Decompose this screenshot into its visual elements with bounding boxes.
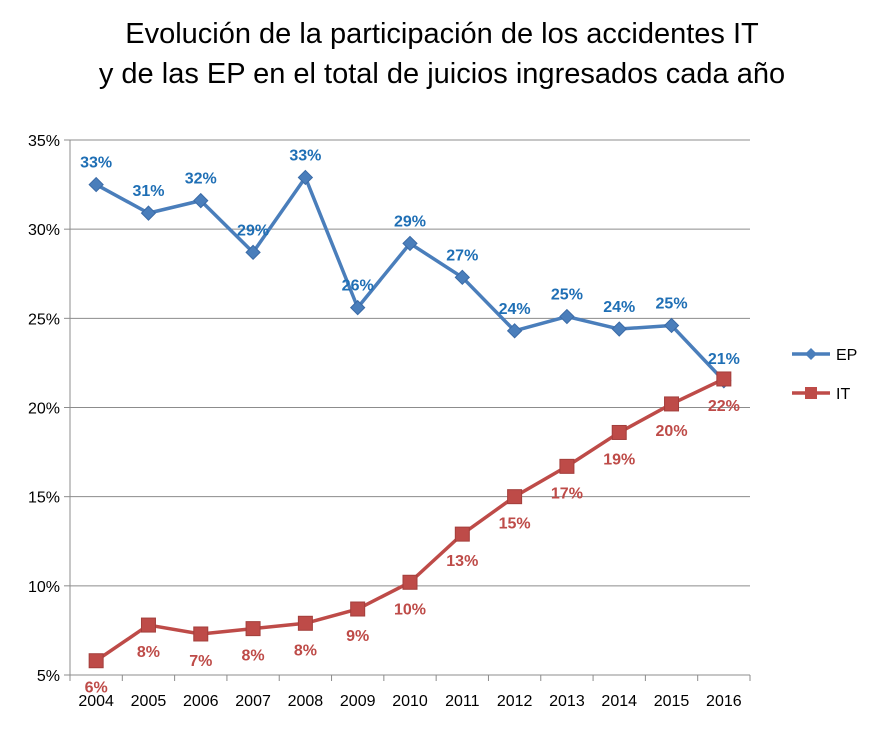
point-it-2005 xyxy=(140,617,156,633)
data-label-it-2014: 19% xyxy=(603,451,635,468)
point-ep-2010 xyxy=(402,235,418,252)
data-label-it-2004: 6% xyxy=(85,680,108,697)
point-it-2012 xyxy=(507,489,523,505)
series xyxy=(88,169,732,669)
data-label-ep-2008: 33% xyxy=(289,147,321,164)
point-ep-2013 xyxy=(559,308,575,325)
legend-label-it: IT xyxy=(836,386,850,403)
point-ep-2009 xyxy=(349,299,366,316)
chart-title-line-2: y de las EP en el total de juicios ingre… xyxy=(98,58,786,90)
data-label-ep-2011: 27% xyxy=(446,247,478,264)
point-it-2006 xyxy=(193,626,209,642)
y-tick-label: 15% xyxy=(28,490,60,507)
legend-marker-ep xyxy=(805,348,817,360)
data-label-it-2012: 15% xyxy=(499,516,531,533)
point-it-2008 xyxy=(297,615,313,631)
data-label-it-2016: 22% xyxy=(708,398,740,415)
x-tick-label: 2006 xyxy=(183,693,219,710)
data-label-ep-2004: 33% xyxy=(80,155,112,172)
legend: EP IT xyxy=(792,347,857,403)
data-label-ep-2007: 29% xyxy=(237,222,269,239)
data-label-it-2008: 8% xyxy=(294,642,317,659)
point-it-2014 xyxy=(611,424,627,440)
point-it-2015 xyxy=(664,396,680,412)
legend-entry-it: IT xyxy=(792,386,850,403)
series-ep xyxy=(88,169,732,389)
data-label-it-2011: 13% xyxy=(446,553,478,570)
point-it-2016 xyxy=(716,371,732,387)
chart-title: Evolución de la participación de los acc… xyxy=(0,14,884,94)
series-line-it xyxy=(95,377,725,663)
data-label-ep-2013: 25% xyxy=(551,287,583,304)
x-tick-label: 2004 xyxy=(78,693,114,710)
point-ep-2007 xyxy=(245,244,261,261)
data-labels: 33% 31% 32% 29% 33% 26% 29% 27% 24% 25% 24% 25% 21% 6… xyxy=(80,147,740,696)
data-label-it-2009: 9% xyxy=(346,628,369,645)
x-tick-label: 2012 xyxy=(497,693,533,710)
data-label-it-2006: 7% xyxy=(189,653,212,670)
data-label-ep-2012: 24% xyxy=(499,301,531,318)
point-ep-2008 xyxy=(297,169,314,186)
point-ep-2005 xyxy=(140,205,157,221)
data-label-it-2007: 8% xyxy=(242,648,265,665)
point-it-2009 xyxy=(350,601,366,617)
point-it-2011 xyxy=(454,526,470,542)
data-label-it-2010: 10% xyxy=(394,601,426,618)
point-it-2004 xyxy=(88,653,104,669)
y-tick-label: 10% xyxy=(28,579,60,596)
point-ep-2011 xyxy=(454,269,471,286)
point-ep-2014 xyxy=(611,321,627,337)
x-tick-label: 2015 xyxy=(654,693,690,710)
point-ep-2006 xyxy=(193,192,209,209)
point-ep-2015 xyxy=(663,317,680,334)
data-label-it-2005: 8% xyxy=(137,644,160,661)
data-label-ep-2016: 21% xyxy=(708,351,740,368)
y-tick-label: 5% xyxy=(37,668,60,685)
legend-entry-ep: EP xyxy=(792,347,857,364)
x-tick-label: 2016 xyxy=(706,693,742,710)
data-label-ep-2009: 26% xyxy=(342,278,374,295)
chart-title-line-1: Evolución de la participación de los acc… xyxy=(125,18,759,50)
series-it xyxy=(88,371,732,669)
point-ep-2012 xyxy=(506,323,523,339)
point-ep-2004 xyxy=(88,176,104,193)
y-tick-label: 20% xyxy=(28,401,60,418)
x-tick-label: 2014 xyxy=(601,693,637,710)
legend-marker-it xyxy=(805,387,817,399)
legend-label-ep: EP xyxy=(836,347,857,364)
point-it-2007 xyxy=(245,621,261,637)
x-tick-label: 2011 xyxy=(445,693,480,710)
data-label-ep-2005: 31% xyxy=(132,183,164,200)
x-tick-label: 2005 xyxy=(131,693,167,710)
data-label-it-2013: 17% xyxy=(551,485,583,502)
x-tick-label: 2013 xyxy=(549,693,585,710)
data-label-ep-2010: 29% xyxy=(394,213,426,230)
axes: 5% 10% 15% 20% 25% 30% 35% 2004 2005 2006 2007 2008… xyxy=(28,133,751,710)
y-tick-label: 35% xyxy=(28,133,60,150)
x-tick-label: 2009 xyxy=(340,693,376,710)
x-tick-label: 2008 xyxy=(288,693,324,710)
y-tick-label: 25% xyxy=(28,311,60,328)
data-label-ep-2015: 25% xyxy=(656,295,688,312)
data-label-ep-2006: 32% xyxy=(185,171,217,188)
x-tick-label: 2010 xyxy=(392,693,428,710)
x-tick-label: 2007 xyxy=(235,693,271,710)
data-label-ep-2014: 24% xyxy=(603,299,635,316)
y-tick-label: 30% xyxy=(28,222,60,239)
point-it-2013 xyxy=(559,458,575,474)
point-it-2010 xyxy=(402,574,418,590)
data-label-it-2015: 20% xyxy=(656,423,688,440)
series-line-ep xyxy=(95,175,726,382)
